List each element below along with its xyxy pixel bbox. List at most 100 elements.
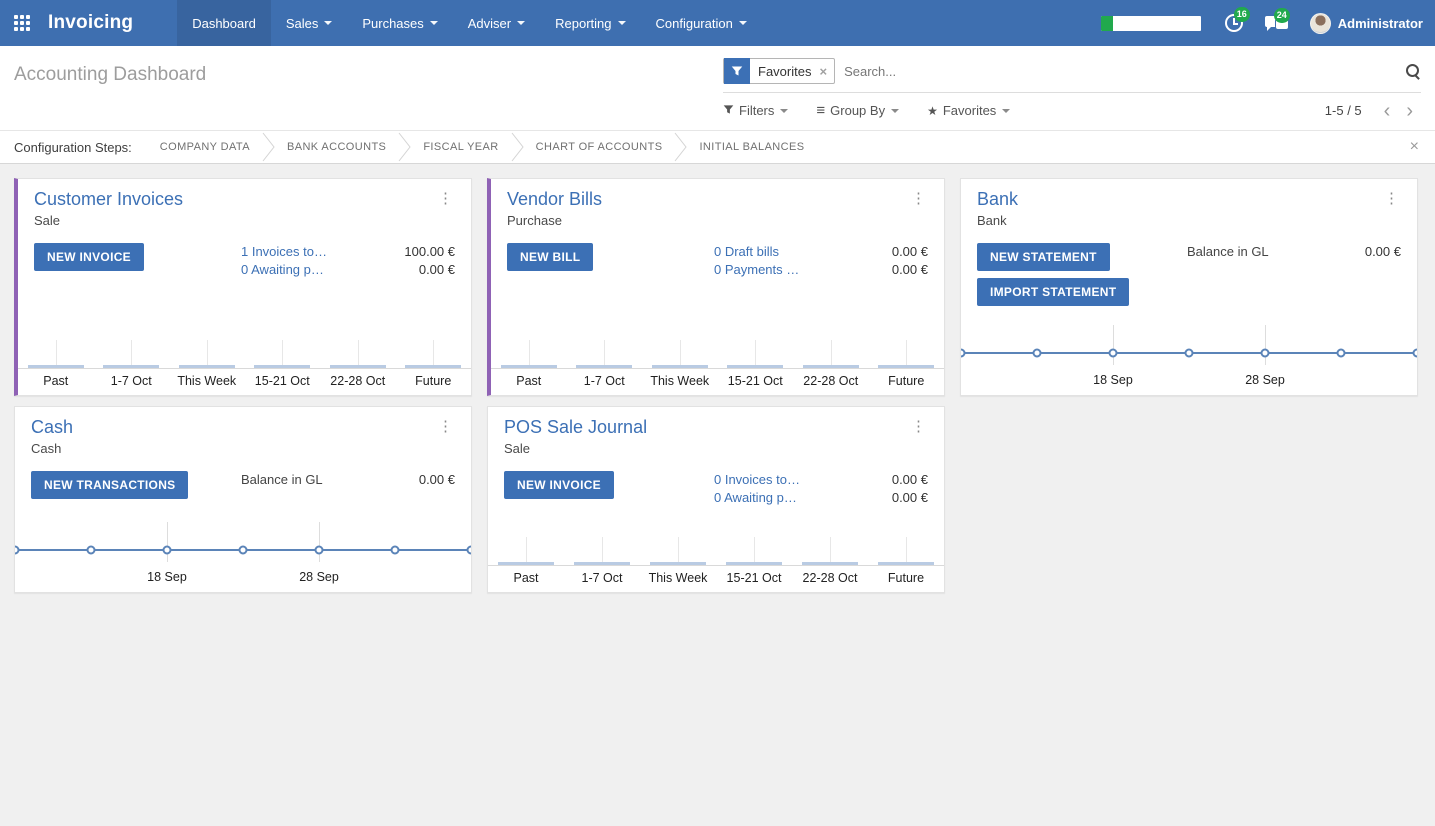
pager-prev-icon[interactable]: ‹ (1383, 99, 1391, 122)
nav-item-configuration[interactable]: Configuration (641, 0, 762, 46)
chart-label: 18 Sep (1093, 373, 1133, 387)
facet-remove-icon[interactable]: × (819, 63, 828, 79)
nav-item-purchases[interactable]: Purchases (347, 0, 452, 46)
app-title[interactable]: Invoicing (48, 12, 134, 33)
page-title: Accounting Dashboard (14, 64, 207, 85)
journal-info-row: 0 Draft bills 0.00 € (714, 243, 928, 261)
activities-icon[interactable]: 16 (1224, 7, 1250, 32)
new-invoice-button[interactable]: NEW INVOICE (34, 243, 144, 271)
import-statement-button[interactable]: IMPORT STATEMENT (977, 278, 1130, 306)
messages-icon[interactable]: 24 (1264, 7, 1290, 32)
chevron-separator-icon (262, 132, 275, 162)
journal-link[interactable]: 0 Awaiting p… (241, 262, 324, 277)
chevron-separator-icon (398, 132, 411, 162)
user-name: Administrator (1337, 15, 1423, 31)
journal-chart[interactable]: 18 Sep 28 Sep (961, 323, 1417, 395)
journal-link[interactable]: 0 Payments … (714, 262, 800, 277)
pager-value[interactable]: 1-5 / 5 (1324, 103, 1362, 118)
kebab-menu-icon[interactable]: ⋮ (1384, 190, 1399, 207)
config-step-chart-of-accounts[interactable]: CHART OF ACCOUNTS (535, 141, 663, 153)
kebab-menu-icon[interactable]: ⋮ (911, 418, 926, 435)
journal-card-bank: Bank ⋮ Bank NEW STATEMENT IMPORT STATEMENT Ba… (960, 178, 1418, 396)
bar-chart (491, 323, 944, 369)
progress-widget[interactable] (1100, 15, 1201, 31)
card-title[interactable]: Cash (31, 417, 74, 437)
bar-chart (488, 520, 944, 566)
bar (802, 562, 858, 565)
journal-chart[interactable]: 18 Sep 28 Sep (15, 520, 471, 592)
journal-info-row: 0 Awaiting p… 0.00 € (241, 261, 455, 279)
new-bill-button[interactable]: NEW BILL (507, 243, 594, 271)
chart-label: 1-7 Oct (581, 571, 623, 585)
journal-amount: 0.00 € (891, 244, 928, 259)
config-step-bank-accounts[interactable]: BANK ACCOUNTS (286, 141, 387, 153)
avatar (1309, 12, 1331, 34)
bar (27, 365, 84, 368)
groupby-button[interactable]: ≡ Group By (816, 102, 900, 119)
card-title[interactable]: Bank (977, 189, 1019, 209)
favorites-button[interactable]: ★ Favorites (927, 103, 1011, 118)
close-icon[interactable]: × (1409, 138, 1419, 155)
bar (727, 365, 784, 368)
config-step-initial-balances[interactable]: INITIAL BALANCES (699, 141, 805, 153)
config-step-company-data[interactable]: COMPANY DATA (159, 141, 250, 153)
search-facet-favorites[interactable]: Favorites × (723, 58, 836, 84)
chart-label: 28 Sep (299, 570, 339, 584)
user-menu[interactable]: Administrator (1309, 12, 1423, 34)
card-subtitle: Bank (977, 213, 1007, 228)
kebab-menu-icon[interactable]: ⋮ (911, 190, 926, 207)
journal-card-vendor-bills: Vendor Bills ⋮ Purchase NEW BILL 0 Draft bil… (487, 178, 945, 396)
nav-item-reporting[interactable]: Reporting (540, 0, 640, 46)
new-transactions-button[interactable]: NEW TRANSACTIONS (31, 471, 189, 499)
configuration-steps-label: Configuration Steps: (14, 139, 132, 155)
bar-chart (18, 323, 471, 369)
kebab-menu-icon[interactable]: ⋮ (438, 190, 453, 207)
journal-chart[interactable]: Past 1-7 Oct This Week 15-21 Oct 22-28 Oct Fu… (491, 323, 944, 395)
apps-grid-icon[interactable] (14, 15, 30, 31)
journal-link[interactable]: 0 Awaiting p… (714, 490, 797, 505)
search-input[interactable] (844, 63, 1397, 79)
top-navbar: Invoicing Dashboard Sales Purchases Adviser… (0, 0, 1435, 46)
card-title[interactable]: Customer Invoices (34, 189, 184, 209)
journal-info-row: 0 Payments … 0.00 € (714, 261, 928, 279)
bar (500, 365, 557, 368)
card-title[interactable]: POS Sale Journal (504, 417, 648, 437)
new-invoice-button[interactable]: NEW INVOICE (504, 471, 614, 499)
journal-link[interactable]: 1 Invoices to… (241, 244, 327, 259)
chart-label: 15-21 Oct (254, 374, 310, 388)
chart-label: 1-7 Oct (110, 374, 152, 388)
journal-link[interactable]: 0 Invoices to… (714, 472, 800, 487)
balance-label: Balance in GL (1187, 244, 1269, 259)
chart-label: Future (415, 374, 452, 388)
data-point (238, 545, 248, 555)
data-point (314, 545, 324, 555)
nav-item-adviser[interactable]: Adviser (453, 0, 540, 46)
card-title[interactable]: Vendor Bills (507, 189, 603, 209)
journal-chart[interactable]: Past 1-7 Oct This Week 15-21 Oct 22-28 Oct Fu… (18, 323, 471, 395)
journal-chart[interactable]: Past 1-7 Oct This Week 15-21 Oct 22-28 Oct Fu… (488, 520, 944, 592)
bar (877, 562, 934, 565)
bar (103, 365, 160, 368)
chart-label: 22-28 Oct (330, 374, 386, 388)
data-point (1260, 348, 1270, 358)
filters-button[interactable]: Filters (723, 103, 789, 118)
pager-next-icon[interactable]: › (1406, 99, 1413, 122)
new-statement-button[interactable]: NEW STATEMENT (977, 243, 1110, 271)
search-bar: Favorites × (723, 58, 1421, 93)
nav-item-dashboard[interactable]: Dashboard (177, 0, 271, 46)
journal-card-customer-invoices: Customer Invoices ⋮ Sale NEW INVOICE 1 Invoi… (14, 178, 472, 396)
data-point (1032, 348, 1042, 358)
chart-label: 1-7 Oct (583, 374, 625, 388)
kebab-menu-icon[interactable]: ⋮ (438, 418, 453, 435)
journal-link[interactable]: 0 Draft bills (714, 244, 780, 259)
config-step-fiscal-year[interactable]: FISCAL YEAR (423, 141, 499, 153)
journal-amount: 0.00 € (891, 262, 928, 277)
bar (254, 365, 311, 368)
search-icon[interactable] (1405, 63, 1421, 79)
chart-label: This Week (177, 374, 237, 388)
data-point (1108, 348, 1118, 358)
line-chart (15, 520, 471, 566)
bar (878, 365, 935, 368)
nav-item-sales[interactable]: Sales (271, 0, 348, 46)
bar (405, 365, 462, 368)
